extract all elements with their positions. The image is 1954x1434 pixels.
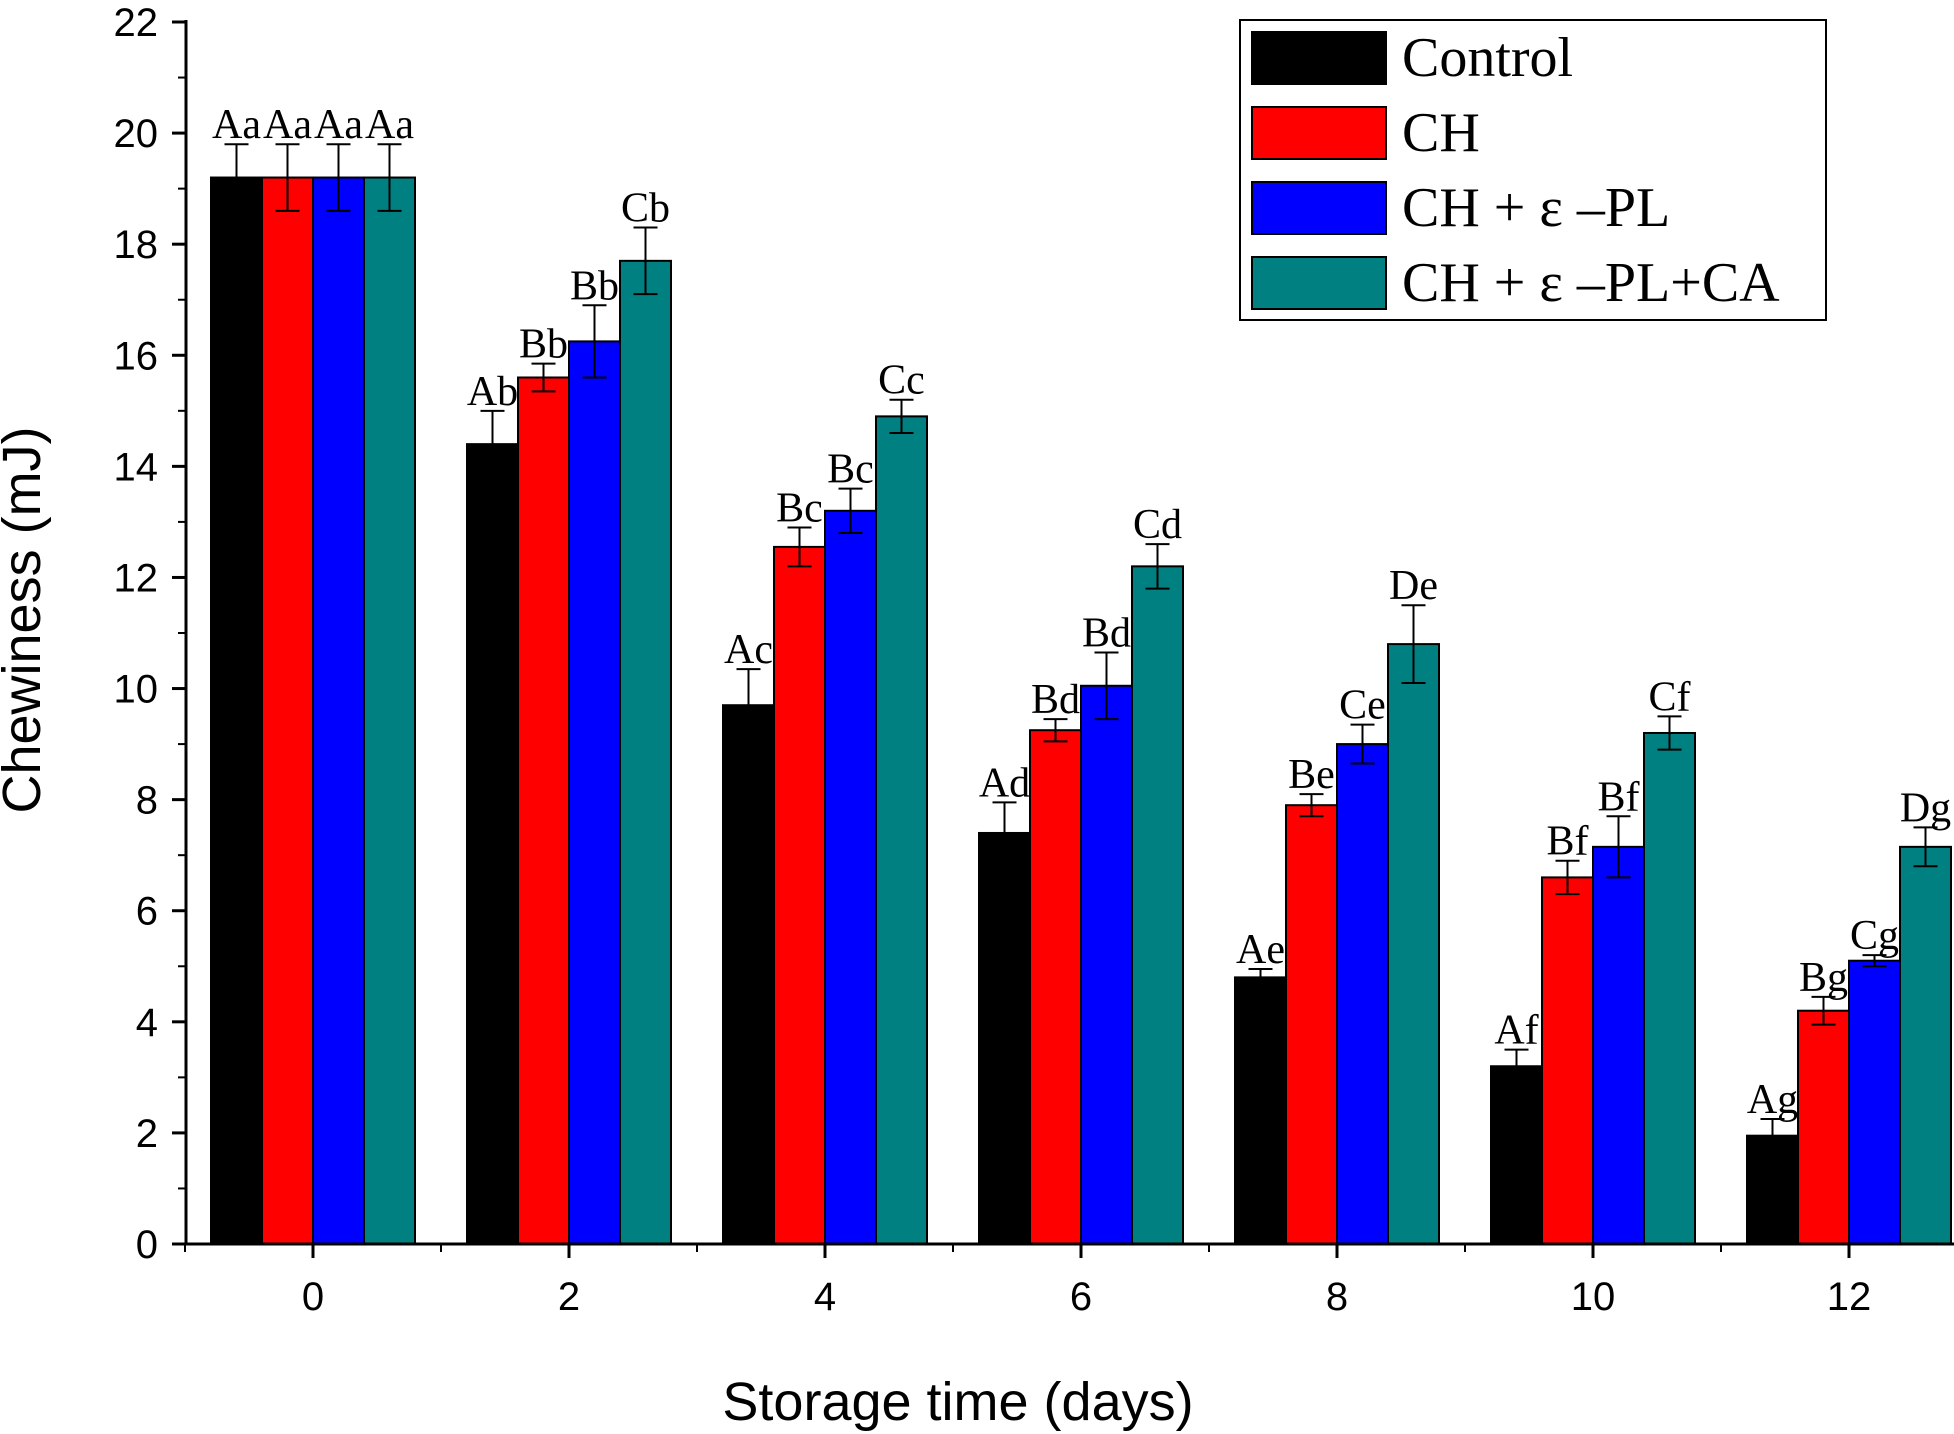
axes-layer: 0 2 4 6 8 10 12 14 16 18 20 22 0 2 4 6 8 10 12	[114, 1, 1954, 1319]
bar	[619, 259, 672, 1245]
bar	[466, 443, 519, 1245]
y-tick-label: 6	[136, 890, 158, 934]
bar-significance-label: Ae	[1236, 927, 1285, 973]
bar-significance-label: Bd	[1031, 677, 1080, 723]
bar	[1541, 876, 1594, 1246]
bar	[1797, 1009, 1850, 1246]
y-tick-label: 10	[114, 668, 159, 712]
y-tick-label: 22	[114, 1, 159, 45]
y-tick-label: 0	[136, 1223, 158, 1267]
bar-significance-label: Be	[1288, 752, 1335, 798]
y-tick-label: 4	[136, 1001, 158, 1045]
bar	[1490, 1065, 1543, 1245]
y-tick-label: 14	[114, 445, 159, 489]
y-tick-label: 8	[136, 779, 158, 823]
bar-significance-label: Bd	[1082, 610, 1131, 656]
y-tick-label: 12	[114, 556, 159, 600]
legend-swatch	[1251, 181, 1387, 235]
bar	[978, 831, 1031, 1245]
bar-significance-label: De	[1389, 563, 1438, 609]
bar	[1592, 845, 1645, 1245]
bar-significance-label: Cb	[621, 186, 670, 232]
bar-significance-label: Aa	[314, 102, 363, 148]
bar-significance-label: Cg	[1850, 913, 1899, 959]
legend-swatch	[1251, 106, 1387, 160]
x-tick-label: 6	[1070, 1275, 1092, 1319]
bar	[1848, 959, 1901, 1246]
bar	[1131, 565, 1184, 1245]
bar-significance-label: Bf	[1547, 819, 1589, 865]
bar	[363, 176, 416, 1246]
bars-layer: Aa Aa Aa AaAbBbBbCbAcBcBcCcAdBdBdCdAeBeCeDe…	[210, 102, 1952, 1246]
bar-significance-label: Bb	[519, 322, 568, 368]
bar	[1234, 976, 1287, 1246]
bar-significance-label: Ag	[1747, 1077, 1798, 1123]
bar-significance-label: Bf	[1598, 774, 1640, 820]
bar	[1336, 743, 1389, 1245]
bar	[773, 545, 826, 1245]
bar	[1643, 731, 1696, 1245]
bar	[210, 176, 263, 1246]
bar-significance-label: Aa	[212, 102, 261, 148]
bar	[517, 376, 570, 1245]
x-tick-label: 8	[1326, 1275, 1348, 1319]
bar	[312, 176, 365, 1246]
bar	[1387, 643, 1440, 1245]
y-tick-label: 16	[114, 334, 159, 378]
x-tick-label: 12	[1827, 1275, 1872, 1319]
bar-significance-label: Bc	[776, 485, 823, 531]
bar	[824, 509, 877, 1245]
legend-label: Control	[1402, 27, 1573, 89]
y-tick-label: 2	[136, 1112, 158, 1156]
bar-significance-label: Ac	[724, 627, 773, 673]
bar-significance-label: Cf	[1649, 674, 1691, 720]
bar	[1285, 804, 1338, 1245]
legend-label: CH + ε –PL+CA	[1402, 252, 1780, 314]
y-tick-label: 20	[114, 112, 159, 156]
bar	[1029, 729, 1082, 1245]
x-tick-label: 2	[558, 1275, 580, 1319]
bar	[1899, 845, 1952, 1245]
bar-significance-label: Aa	[263, 102, 312, 148]
bar-significance-label: Cd	[1133, 502, 1182, 548]
bar-significance-label: Bb	[570, 263, 619, 309]
bar-significance-label: Ce	[1339, 683, 1386, 729]
x-tick-label: 0	[302, 1275, 324, 1319]
x-tick-label: 10	[1571, 1275, 1616, 1319]
legend-label: CH + ε –PL	[1402, 177, 1670, 239]
bar	[1080, 684, 1133, 1245]
legend: Control CH CH + ε –PL CH + ε –PL+CA	[1239, 19, 1827, 321]
y-tick-label: 18	[114, 223, 159, 267]
bar-significance-label: Ad	[979, 760, 1030, 806]
bar	[261, 176, 314, 1246]
legend-swatch	[1251, 256, 1387, 310]
bar-significance-label: Aa	[365, 102, 414, 148]
legend-swatch	[1251, 31, 1387, 85]
x-axis-title: Storage time (days)	[722, 1372, 1193, 1432]
y-axis-title: Chewiness (mJ)	[0, 426, 52, 813]
bar-significance-label: Af	[1494, 1008, 1538, 1054]
bar	[722, 704, 775, 1245]
bar-significance-label: Dg	[1900, 785, 1951, 831]
bar	[875, 415, 928, 1245]
bar	[568, 340, 621, 1245]
x-tick-label: 4	[814, 1275, 836, 1319]
bar-significance-label: Ab	[467, 369, 518, 415]
bar-significance-label: Bc	[827, 447, 874, 493]
legend-label: CH	[1402, 102, 1480, 164]
bar-significance-label: Bg	[1799, 955, 1848, 1001]
bar-significance-label: Cc	[878, 358, 925, 404]
